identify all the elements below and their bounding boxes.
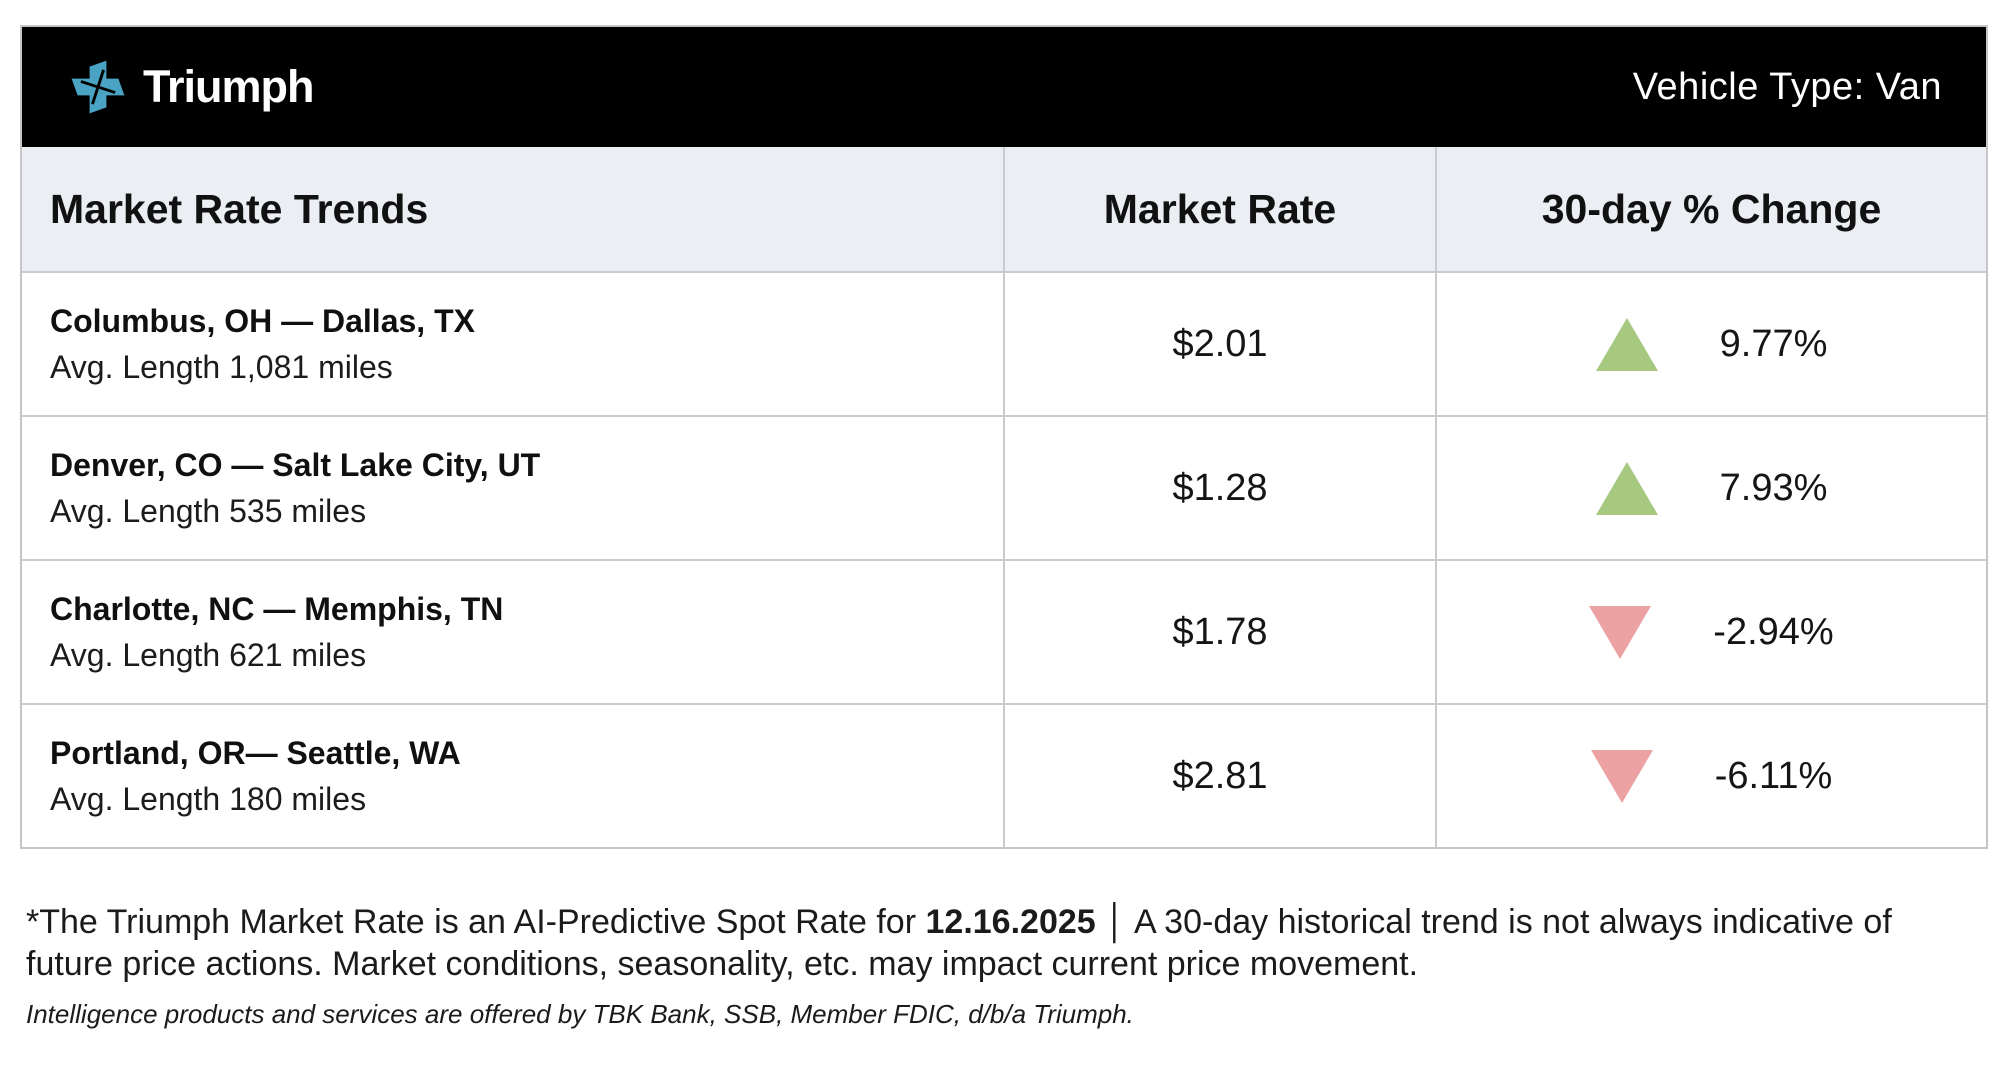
lane-cell: Columbus, OH — Dallas, TX Avg. Length 1,… bbox=[22, 273, 1003, 415]
lane-cell: Denver, CO — Salt Lake City, UT Avg. Len… bbox=[22, 417, 1003, 559]
change-cell: -6.11% bbox=[1435, 705, 1986, 847]
trend-up-icon bbox=[1595, 461, 1658, 515]
change-value: 7.93% bbox=[1719, 466, 1828, 509]
brand-bar: Triumph Vehicle Type: Van bbox=[22, 27, 1986, 147]
trend-down-icon bbox=[1590, 749, 1653, 803]
change-cell: 9.77% bbox=[1435, 273, 1986, 415]
footnote: *The Triumph Market Rate is an AI-Predic… bbox=[26, 901, 1986, 985]
lane-avg-length: Avg. Length 180 miles bbox=[50, 780, 367, 817]
footnote-part2: │ A 30-day historical trend is not alway… bbox=[26, 903, 1892, 984]
change-cell: 7.93% bbox=[1435, 417, 1986, 559]
lane-name: Columbus, OH — Dallas, TX bbox=[50, 302, 475, 339]
header-market-rate-trends: Market Rate Trends bbox=[50, 185, 429, 232]
change-value: -2.94% bbox=[1713, 610, 1834, 653]
trend-down-icon bbox=[1589, 605, 1652, 659]
vehicle-type-label: Vehicle Type: Van bbox=[1632, 65, 1942, 108]
change-value: 9.77% bbox=[1719, 322, 1828, 365]
triumph-cross-icon bbox=[68, 57, 128, 117]
lane-name: Denver, CO — Salt Lake City, UT bbox=[50, 446, 541, 483]
table-header-row: Market Rate Trends Market Rate 30-day % … bbox=[22, 147, 1986, 271]
market-rate-value: $2.81 bbox=[1003, 705, 1435, 847]
disclaimer: Intelligence products and services are o… bbox=[26, 999, 1134, 1030]
table-row: Portland, OR— Seattle, WA Avg. Length 18… bbox=[22, 703, 1986, 847]
trend-up-icon bbox=[1595, 317, 1658, 371]
change-value: -6.11% bbox=[1714, 754, 1833, 797]
footnote-part1: *The Triumph Market Rate is an AI-Predic… bbox=[26, 903, 926, 941]
lane-avg-length: Avg. Length 621 miles bbox=[50, 636, 367, 673]
change-cell: -2.94% bbox=[1435, 561, 1986, 703]
lane-cell: Charlotte, NC — Memphis, TN Avg. Length … bbox=[22, 561, 1003, 703]
market-rate-value: $1.28 bbox=[1003, 417, 1435, 559]
header-30day-change: 30-day % Change bbox=[1435, 147, 1986, 271]
header-market-rate: Market Rate bbox=[1003, 147, 1435, 271]
market-rate-card: Triumph Vehicle Type: Van Market Rate Tr… bbox=[20, 25, 1988, 849]
brand-logo: Triumph bbox=[68, 57, 314, 117]
lane-cell: Portland, OR— Seattle, WA Avg. Length 18… bbox=[22, 705, 1003, 847]
lane-name: Charlotte, NC — Memphis, TN bbox=[50, 590, 504, 627]
market-rate-value: $1.78 bbox=[1003, 561, 1435, 703]
lane-name: Portland, OR— Seattle, WA bbox=[50, 734, 461, 771]
table-row: Charlotte, NC — Memphis, TN Avg. Length … bbox=[22, 559, 1986, 703]
brand-name: Triumph bbox=[143, 61, 314, 112]
table-row: Denver, CO — Salt Lake City, UT Avg. Len… bbox=[22, 415, 1986, 559]
lane-avg-length: Avg. Length 1,081 miles bbox=[50, 348, 393, 385]
footnote-date: 12.16.2025 bbox=[925, 903, 1096, 941]
market-rate-value: $2.01 bbox=[1003, 273, 1435, 415]
table-row: Columbus, OH — Dallas, TX Avg. Length 1,… bbox=[22, 271, 1986, 415]
lane-avg-length: Avg. Length 535 miles bbox=[50, 492, 367, 529]
